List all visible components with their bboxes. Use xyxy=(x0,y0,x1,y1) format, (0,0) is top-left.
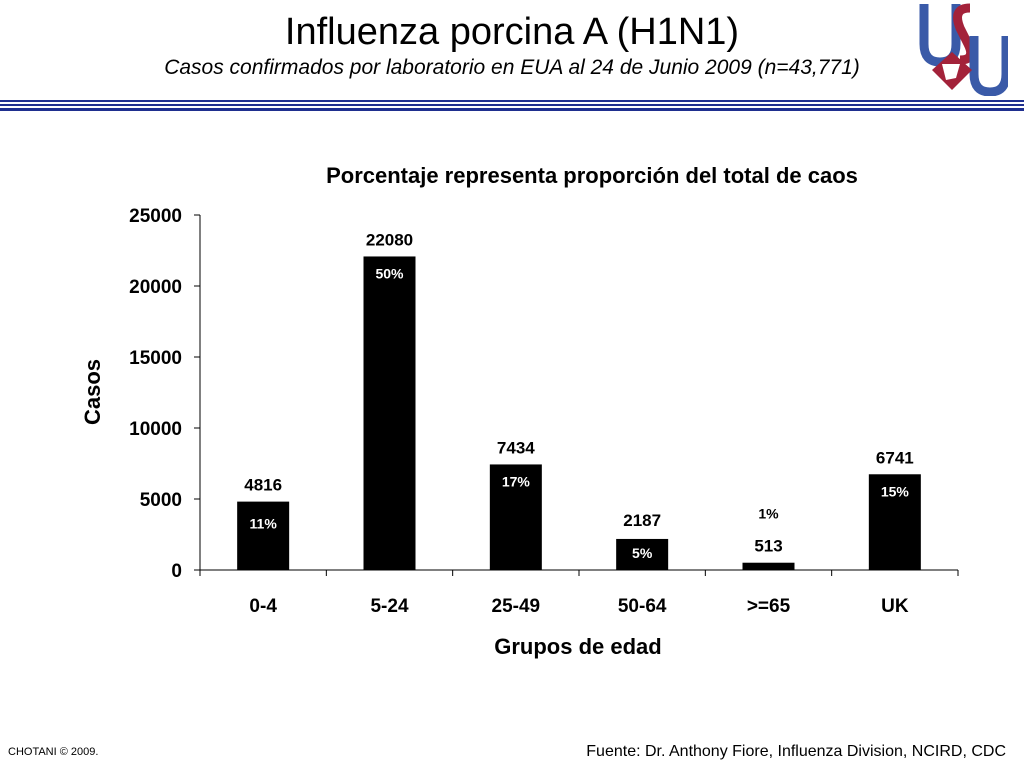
slide-subtitle: Casos confirmados por laboratorio en EUA… xyxy=(164,56,860,79)
x-tick-label: 0-4 xyxy=(249,596,277,617)
source-note: Fuente: Dr. Anthony Fiore, Influenza Div… xyxy=(586,743,1006,760)
logo-emblem-detail xyxy=(942,64,960,80)
y-tick-label: 15000 xyxy=(129,348,182,369)
y-axis-title: Casos xyxy=(80,359,105,425)
bar-percent-label: 1% xyxy=(758,506,779,522)
bar-value-label: 4816 xyxy=(244,476,282,495)
bar-value-label: 2187 xyxy=(623,511,661,530)
bar xyxy=(489,464,542,570)
bar xyxy=(868,474,921,570)
bar-percent-label: 50% xyxy=(375,265,404,281)
bar-percent-label: 15% xyxy=(881,483,910,499)
usu-logo xyxy=(914,2,1008,96)
bar xyxy=(237,501,290,570)
chart-title: Porcentaje representa proporción del tot… xyxy=(326,163,858,188)
chart-axes xyxy=(199,215,959,576)
x-tick-label: >=65 xyxy=(747,596,791,617)
y-ticks: 0 5000 10000 15000 20000 25000 xyxy=(129,206,200,582)
y-tick-label: 5000 xyxy=(140,490,182,511)
bar-value-label: 513 xyxy=(754,537,782,556)
x-tick-label: 25-49 xyxy=(492,596,541,617)
bar xyxy=(616,538,669,570)
slide-title: Influenza porcina A (H1N1) xyxy=(284,11,740,53)
bars: 4816 11% 0-4 22080 50% 5-24 7434 17% 25-49 2187 5%… xyxy=(237,230,921,617)
divider-line xyxy=(0,108,1024,111)
x-tick-label: UK xyxy=(881,596,909,617)
bar-percent-label: 17% xyxy=(502,473,531,489)
x-tick-label: 50-64 xyxy=(618,596,667,617)
bar xyxy=(363,256,416,570)
divider-line xyxy=(0,104,1024,106)
logo-letter-u-left xyxy=(919,4,961,67)
bar xyxy=(742,562,795,570)
logo-letter-s xyxy=(953,3,976,65)
bar-value-label: 6741 xyxy=(876,448,914,467)
y-tick-label: 20000 xyxy=(129,277,182,298)
bar-percent-label: 11% xyxy=(250,516,278,532)
y-tick-label: 25000 xyxy=(129,206,182,227)
divider-line xyxy=(0,100,1024,102)
y-tick-label: 10000 xyxy=(129,419,182,440)
bar-percent-label: 5% xyxy=(632,545,653,561)
bar-value-label: 22080 xyxy=(366,230,413,249)
y-tick-label: 0 xyxy=(171,561,182,582)
bar-value-label: 7434 xyxy=(497,438,535,457)
copyright-note: CHOTANI © 2009. xyxy=(8,746,99,758)
logo-letter-u-right xyxy=(969,36,1008,96)
title-divider xyxy=(0,100,1024,118)
x-tick-label: 5-24 xyxy=(370,596,408,617)
bar-chart: Porcentaje representa proporción del tot… xyxy=(80,163,959,659)
x-axis-title: Grupos de edad xyxy=(494,634,661,659)
